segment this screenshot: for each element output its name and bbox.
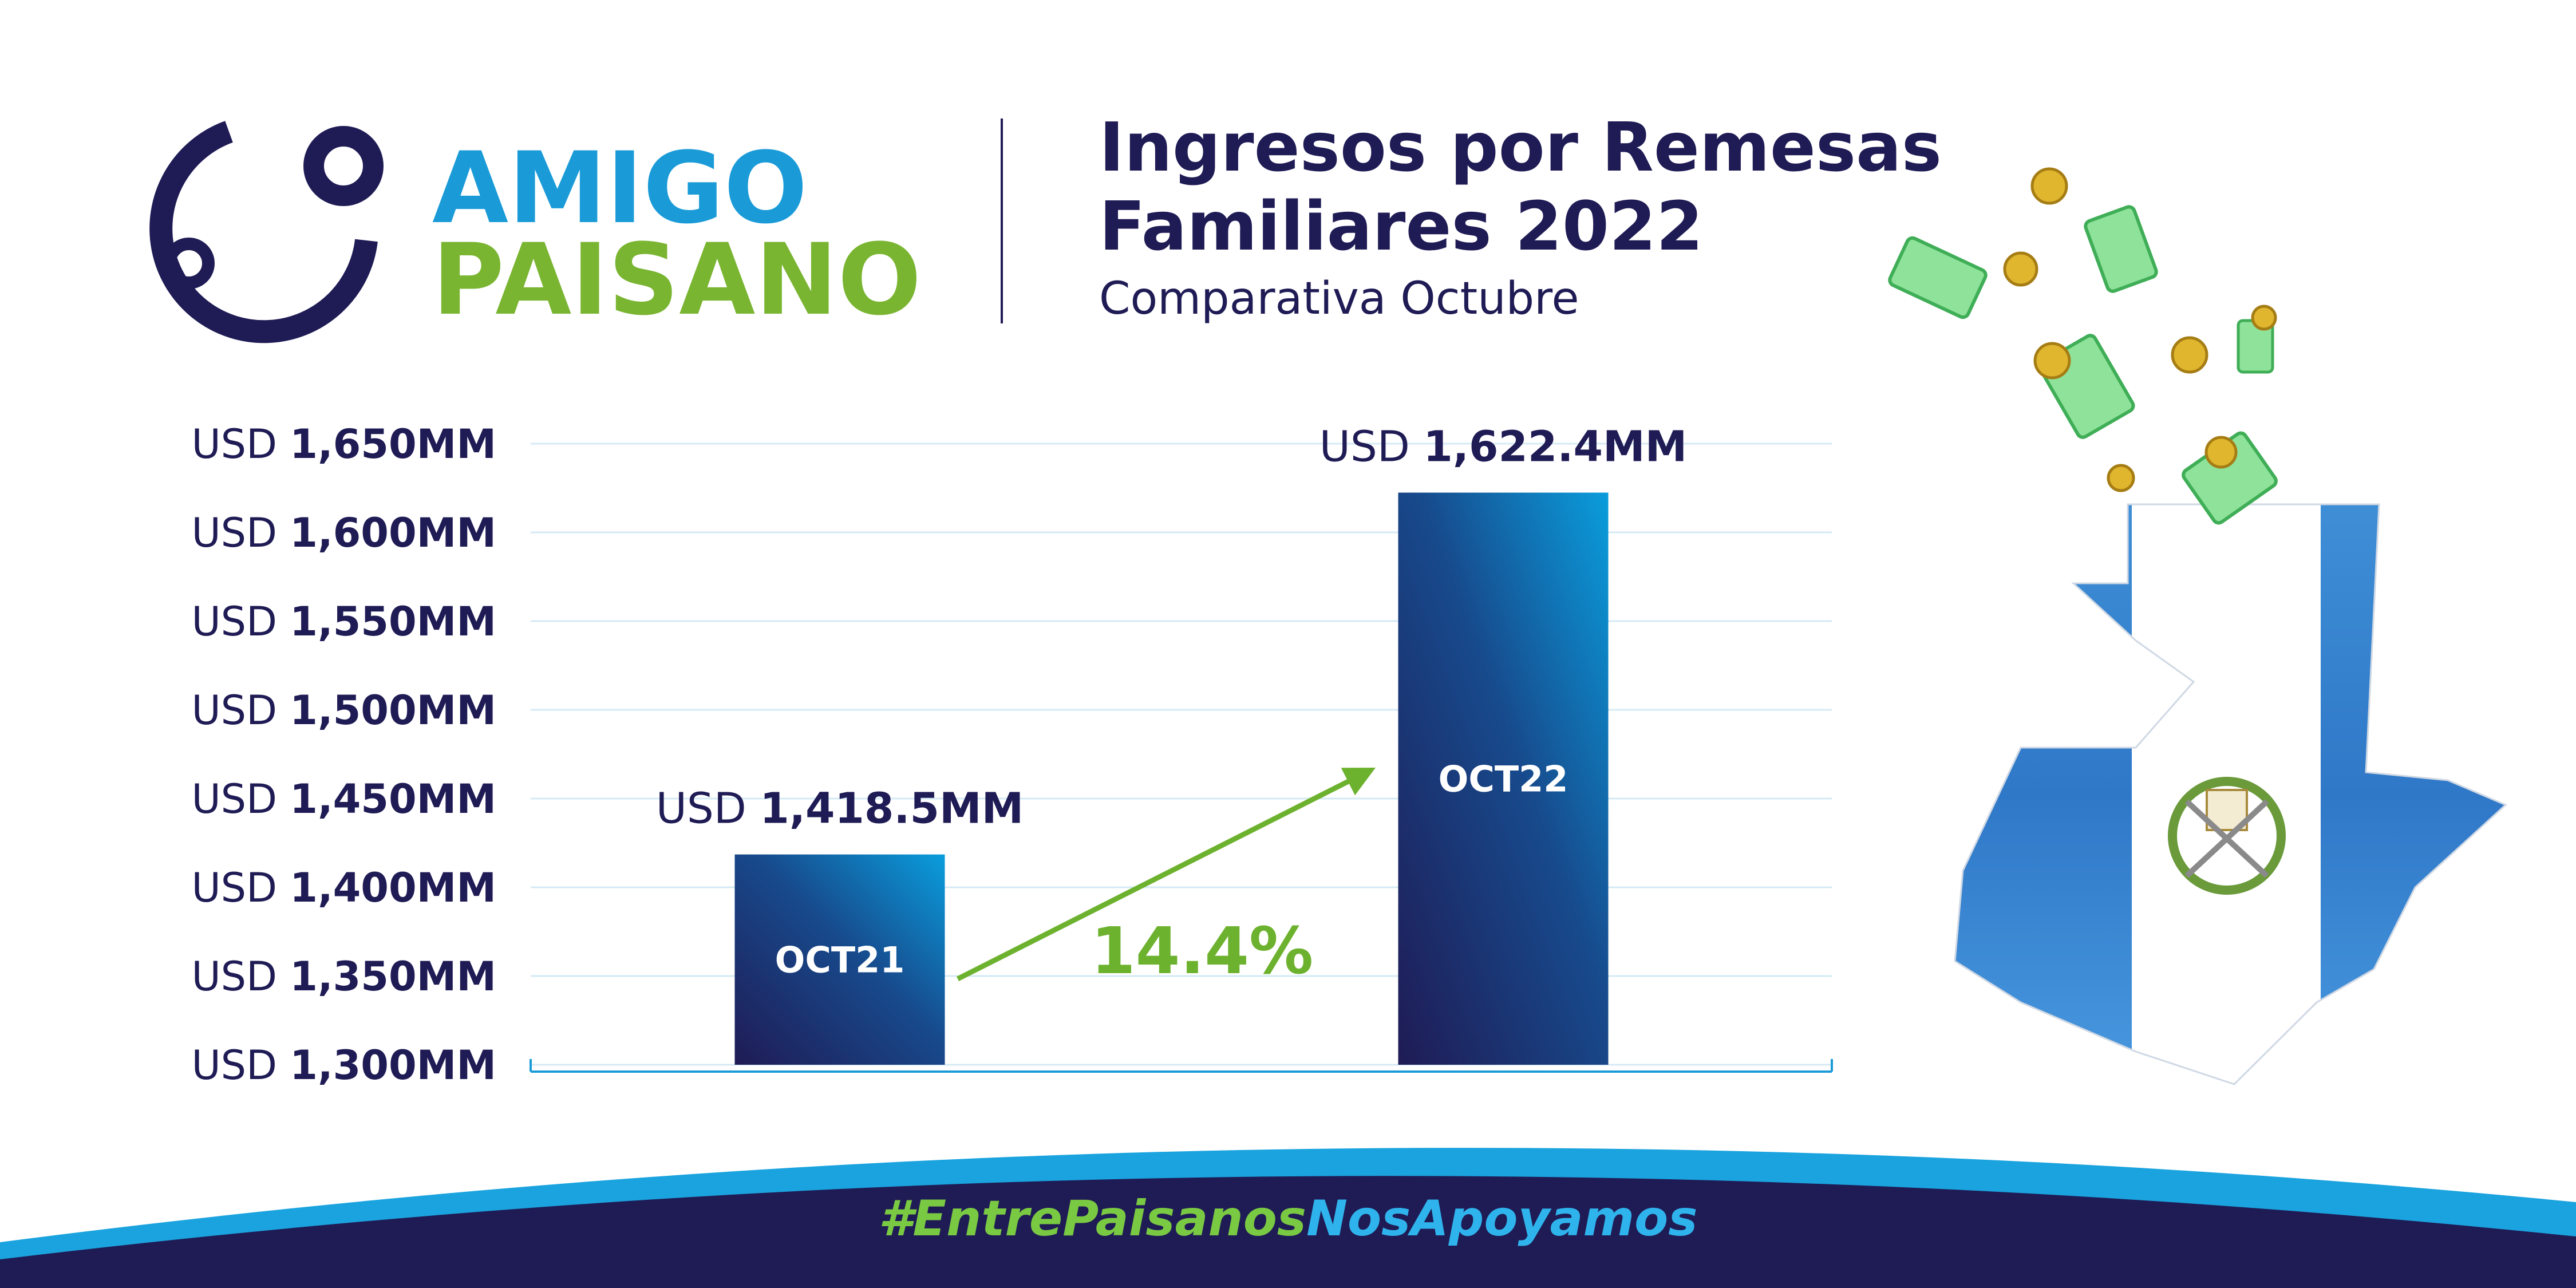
- chart-title: Ingresos por Remesas: [1099, 108, 1942, 187]
- y-tick-label: USD 1,450MM: [191, 776, 496, 823]
- brand-line2: PAISANO: [432, 222, 922, 337]
- chart-subtitle: Comparativa Octubre: [1099, 273, 1579, 325]
- brand-line1: AMIGO: [432, 131, 808, 246]
- y-tick-label: USD 1,300MM: [191, 1042, 496, 1089]
- y-tick-label: USD 1,500MM: [191, 687, 496, 734]
- logo: [149, 121, 384, 343]
- bar-category-label: OCT21: [775, 939, 905, 981]
- chart-title: Familiares 2022: [1099, 187, 1703, 266]
- bar-category-label: OCT22: [1439, 758, 1568, 800]
- footer-band: [0, 1176, 2576, 1288]
- hashtag: #EntrePaisanosNosApoyamos: [879, 1190, 1698, 1247]
- logo-dot: [163, 238, 215, 289]
- map-outline: [1954, 503, 2507, 1085]
- value-label: USD 1,418.5MM: [656, 784, 1024, 833]
- money-decoration: [1888, 167, 2278, 525]
- y-tick-label: USD 1,400MM: [191, 864, 496, 911]
- bar: [734, 854, 945, 1065]
- value-label: USD 1,622.4MM: [1319, 422, 1688, 472]
- y-tick-label: USD 1,550MM: [191, 598, 496, 645]
- logo-dot: [303, 126, 384, 206]
- coat-of-arms: [2168, 777, 2286, 895]
- growth-arrow: [956, 767, 1376, 982]
- y-tick-label: USD 1,650MM: [191, 421, 496, 468]
- logo-ring: [149, 121, 378, 343]
- bar: [1398, 492, 1609, 1065]
- y-tick-label: USD 1,600MM: [191, 509, 496, 556]
- y-tick-label: USD 1,350MM: [191, 953, 496, 1000]
- growth-annotation: 14.4%: [1091, 914, 1314, 989]
